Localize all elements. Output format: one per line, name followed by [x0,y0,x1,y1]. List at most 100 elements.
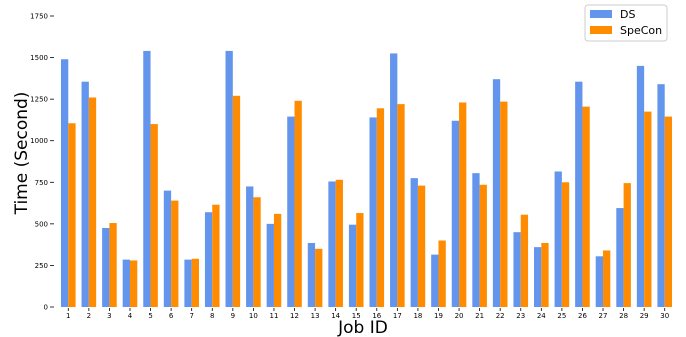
bar-ds-job-3 [102,228,110,307]
bar-ds-job-20 [451,120,460,307]
bar-ds-job-23 [513,232,521,307]
x-tick-label: 9 [231,312,235,320]
bar-ds-job-16 [369,117,377,307]
bar-specon-job-5 [150,124,158,307]
bar-ds-job-25 [554,171,562,307]
x-tick-label: 27 [599,312,608,320]
bar-ds-job-19 [431,254,439,307]
bar-specon-job-24 [541,242,549,307]
x-tick-label: 18 [413,312,422,320]
x-tick-label: 22 [496,312,505,320]
x-tick-label: 28 [619,312,628,320]
bar-ds-job-11 [266,223,274,307]
bar-specon-job-11 [273,213,282,307]
x-axis-label: Job ID [337,318,388,337]
x-tick-label: 16 [372,312,381,320]
y-tick-label: 1000 [30,137,48,145]
bar-ds-job-4 [122,259,130,307]
x-tick-label: 23 [516,312,525,320]
bar-specon-job-10 [253,197,261,307]
bar-ds-job-6 [163,190,172,307]
x-axis: 1 2 3 4 5 6 7 8 9 10 11 12 13 14 15 16 17 18 19 20 21 22 23 24 2… [66,308,669,320]
x-tick-label: 1 [66,312,70,320]
bars [60,50,673,308]
y-tick-label: 500 [35,220,48,228]
x-tick-label: 3 [107,312,111,320]
bar-specon-job-13 [315,248,323,307]
y-tick-label: 250 [35,262,48,270]
bar-ds-job-2 [81,81,89,307]
legend-swatch-specon [590,26,612,34]
bar-specon-job-9 [232,95,241,308]
bar-ds-job-13 [307,242,316,307]
bar-ds-job-28 [616,208,624,307]
bar-ds-job-14 [328,181,336,307]
x-tick-label: 19 [434,312,443,320]
bar-ds-job-10 [246,186,254,307]
bar-ds-job-18 [410,178,418,307]
y-tick-label: 1250 [30,96,48,104]
bar-specon-job-21 [479,184,487,307]
bar-ds-job-30 [657,84,665,307]
bar-specon-job-15 [356,213,364,307]
bar-specon-job-30 [664,116,673,307]
x-tick-label: 11 [269,312,278,320]
y-axis-label: Time (Second) [12,92,32,216]
bar-specon-job-17 [397,104,405,307]
legend: DS SpeCon [584,4,668,42]
bar-ds-job-9 [225,50,233,308]
bar-specon-job-27 [603,250,611,307]
bar-ds-job-12 [287,116,295,307]
x-tick-label: 5 [148,312,152,320]
bar-specon-job-6 [171,200,179,307]
bar-specon-job-14 [335,179,343,307]
bar-ds-job-5 [143,50,151,308]
bar-specon-job-7 [191,258,199,307]
x-tick-label: 21 [475,312,484,320]
bar-specon-job-8 [212,204,220,307]
bar-ds-job-1 [60,59,69,308]
x-tick-label: 7 [189,312,193,320]
x-tick-label: 13 [311,312,320,320]
bar-ds-job-17 [390,53,398,307]
x-tick-label: 15 [352,312,361,320]
x-tick-label: 25 [557,312,566,320]
x-tick-label: 14 [331,312,340,320]
x-tick-label: 12 [290,312,299,320]
bar-specon-job-2 [88,97,97,307]
bar-ds-job-8 [204,212,213,307]
x-tick-label: 26 [578,312,587,320]
bar-specon-job-29 [644,111,652,307]
x-tick-label: 6 [169,312,174,320]
bar-specon-job-22 [500,101,508,307]
bar-ds-job-7 [184,259,192,307]
legend-label-ds: DS [620,8,635,21]
x-tick-label: 20 [455,312,464,320]
bar-specon-job-4 [129,260,138,307]
bar-ds-job-21 [472,173,480,307]
bar-specon-job-20 [459,102,467,308]
bar-ds-job-26 [575,81,583,307]
x-tick-label: 2 [87,312,91,320]
bar-specon-job-18 [417,185,426,307]
bar-specon-job-12 [294,100,302,307]
bar-specon-job-23 [520,214,529,307]
bar-ds-job-15 [348,224,357,307]
x-tick-label: 29 [640,312,649,320]
bar-specon-job-28 [623,183,631,307]
y-axis: 0 250 500 750 1000 1250 1500 1750 [30,13,54,312]
x-tick-label: 8 [210,312,214,320]
bar-specon-job-26 [582,106,590,307]
x-tick-label: 24 [537,312,546,320]
bar-specon-job-16 [376,108,385,307]
y-tick-label: 750 [35,179,48,187]
y-tick-label: 1500 [30,54,48,62]
x-tick-label: 30 [660,312,669,320]
legend-swatch-ds [590,10,612,18]
bar-ds-job-22 [492,79,501,307]
bar-specon-job-3 [109,223,117,307]
x-tick-label: 10 [249,312,258,320]
bar-ds-job-27 [595,256,604,307]
bar-specon-job-1 [68,123,76,307]
